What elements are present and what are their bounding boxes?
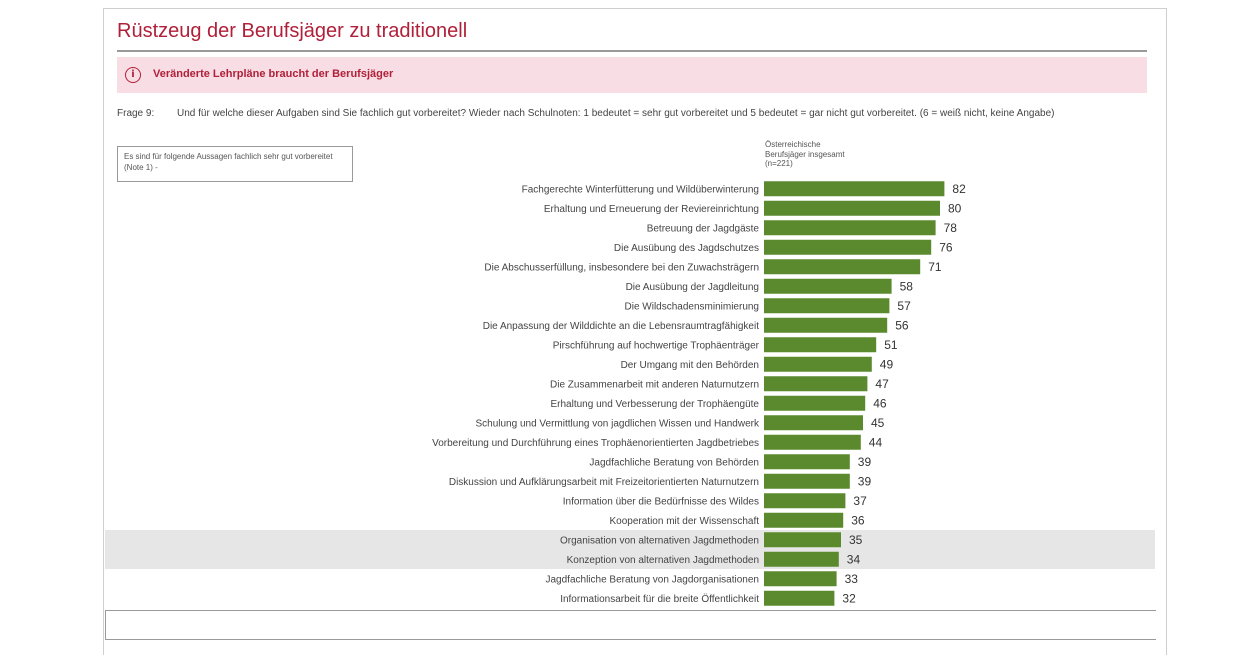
last-row-outline [105, 610, 1156, 640]
bar [764, 278, 892, 294]
question-number: Frage 9: [117, 108, 155, 119]
bar [764, 317, 888, 333]
category-label: Informationsarbeit für die breite Öffent… [560, 593, 759, 605]
category-label: Betreuung der Jagdgäste [647, 223, 760, 234]
bar [764, 454, 850, 470]
category-label: Die Ausübung des Jagdschutzes [614, 243, 759, 254]
value-label: 56 [895, 318, 909, 332]
key-message-banner: i Veränderte Lehrpläne braucht der Beruf… [117, 57, 1147, 93]
category-label: Der Umgang mit den Behörden [621, 360, 759, 371]
title-divider [117, 50, 1147, 52]
value-label: 32 [842, 591, 856, 605]
bar [764, 259, 921, 275]
bar [764, 434, 861, 450]
bar [764, 376, 868, 392]
bar [764, 493, 846, 509]
category-label: Schulung und Vermittlung von jagdlichen … [475, 418, 760, 429]
column-header-line: Österreichische [765, 140, 821, 149]
bar [764, 473, 850, 489]
value-label: 80 [948, 201, 962, 215]
category-label: Pirschführung auf hochwertige Trophäentr… [553, 340, 760, 351]
bar [764, 200, 940, 216]
column-header: Österreichische Berufsjäger insgesamt (n… [765, 140, 895, 169]
value-label: 33 [845, 572, 859, 586]
value-label: 35 [849, 533, 863, 547]
key-message-text: Veränderte Lehrpläne braucht der Berufsj… [153, 68, 394, 80]
column-header-line: Berufsjäger insgesamt [765, 149, 845, 159]
category-label: Erhaltung und Verbesserung der Trophäeng… [551, 399, 760, 410]
value-label: 57 [897, 299, 911, 313]
category-label: Die Abschusserfüllung, insbesondere bei … [484, 262, 759, 273]
value-label: 45 [871, 416, 885, 430]
bar [764, 512, 844, 528]
value-label: 46 [873, 396, 887, 410]
value-label: 82 [952, 182, 966, 196]
value-label: 39 [858, 474, 872, 488]
highlight-band [105, 530, 1155, 550]
bar [764, 590, 835, 606]
category-label: Jagdfachliche Beratung von Behörden [589, 457, 759, 468]
bar [764, 337, 877, 353]
info-circle-icon: i [125, 67, 141, 83]
value-label: 47 [875, 377, 889, 391]
highlight-band [105, 549, 1155, 569]
column-header-line: (n=221) [765, 159, 793, 168]
category-label: Information über die Bedürfnisse des Wil… [563, 496, 759, 507]
value-label: 39 [858, 455, 872, 469]
value-label: 78 [944, 221, 958, 235]
bar [764, 239, 932, 255]
value-label: 44 [869, 435, 883, 449]
category-label: Die Zusammenarbeit mit anderen Naturnutz… [550, 379, 759, 390]
category-label: Diskussion und Aufklärungsarbeit mit Fre… [449, 477, 759, 488]
category-label: Konzeption von alternativen Jagdmethoden [567, 555, 759, 566]
category-label: Jagdfachliche Beratung von Jagdorganisat… [546, 574, 760, 585]
value-label: 58 [900, 279, 914, 293]
note-box: Es sind für folgende Aussagen fachlich s… [117, 146, 353, 182]
bar [764, 181, 945, 197]
value-label: 76 [939, 240, 953, 254]
question-text: Und für welche dieser Aufgaben sind Sie … [177, 108, 1055, 119]
category-label: Fachgerechte Winterfütterung und Wildübe… [522, 184, 759, 195]
value-label: 51 [884, 338, 898, 352]
category-label: Organisation von alternativen Jagdmethod… [560, 535, 759, 546]
category-label: Vorbereitung und Durchführung eines Trop… [432, 438, 759, 449]
value-label: 34 [847, 552, 861, 566]
category-label: Kooperation mit der Wissenschaft [609, 516, 759, 527]
bar [764, 220, 936, 236]
bar [764, 356, 872, 372]
slide-frame [103, 8, 1167, 655]
value-label: 36 [851, 513, 865, 527]
value-label: 71 [928, 260, 942, 274]
category-label: Die Anpassung der Wilddichte an die Lebe… [483, 321, 760, 332]
bar [764, 298, 890, 314]
bar [764, 551, 839, 567]
bar [764, 395, 866, 411]
value-label: 37 [853, 494, 867, 508]
bar [764, 571, 837, 587]
bar [764, 532, 841, 548]
bar [764, 415, 863, 431]
category-label: Erhaltung und Erneuerung der Reviereinri… [544, 204, 759, 215]
slide-title: Rüstzeug der Berufsjäger zu traditionell [117, 20, 468, 42]
value-label: 49 [880, 357, 894, 371]
category-label: Die Ausübung der Jagdleitung [626, 282, 759, 293]
category-label: Die Wildschadensminimierung [625, 301, 760, 312]
